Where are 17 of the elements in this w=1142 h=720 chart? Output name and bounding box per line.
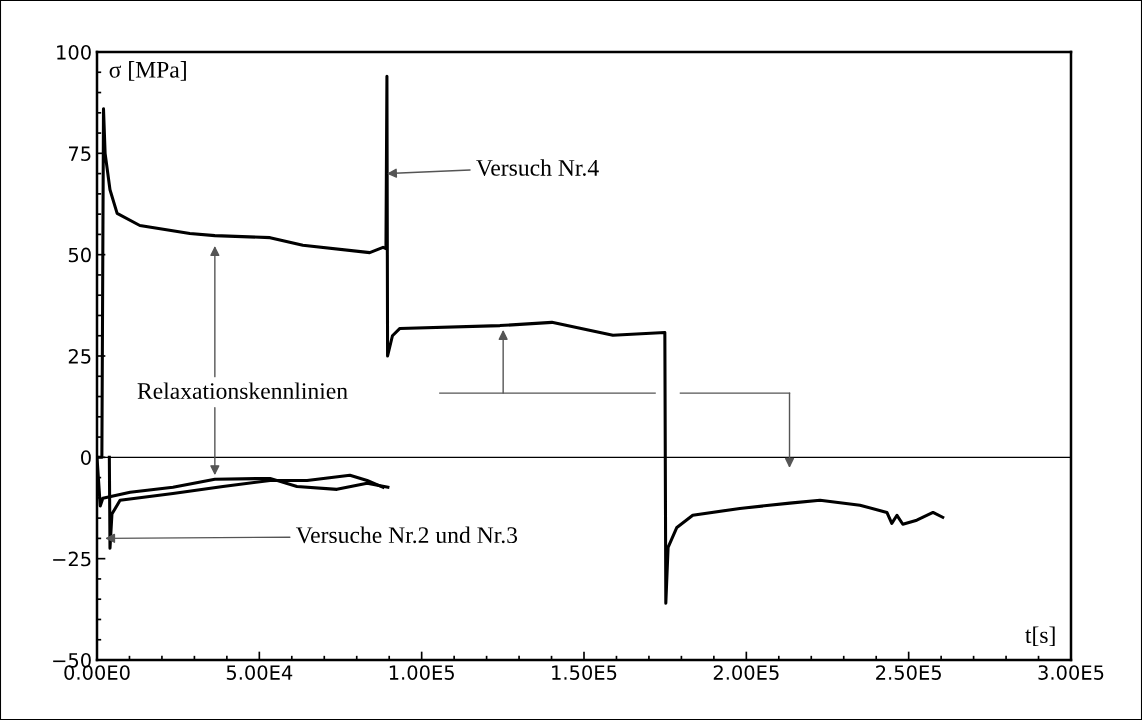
x-tick-label: 1.50E5: [552, 665, 617, 680]
x-tick-label: 3.00E5: [1038, 665, 1104, 680]
annotation: Versuch Nr.4: [476, 159, 599, 176]
x-tick-label: 1.00E5: [389, 665, 454, 680]
annotation: Versuche Nr.2 und Nr.3: [295, 526, 518, 544]
x-axis-title: t[s]: [1025, 626, 1055, 646]
y-tick-label: 50: [68, 247, 91, 263]
x-tick-label: 2.00E5: [713, 665, 779, 680]
y-tick-label: 0: [81, 450, 91, 465]
y-tick-label: 100: [57, 44, 91, 60]
y-tick-label: −25: [53, 551, 91, 567]
y-axis-title: σ [MPa]: [109, 61, 186, 81]
annotation: Relaxationskennlinien: [137, 382, 348, 399]
x-tick-label: 2.50E5: [876, 665, 941, 680]
y-tick-label: 75: [68, 146, 91, 161]
y-tick-label: 25: [68, 348, 91, 364]
x-tick-label: 5.00E4: [226, 665, 293, 680]
